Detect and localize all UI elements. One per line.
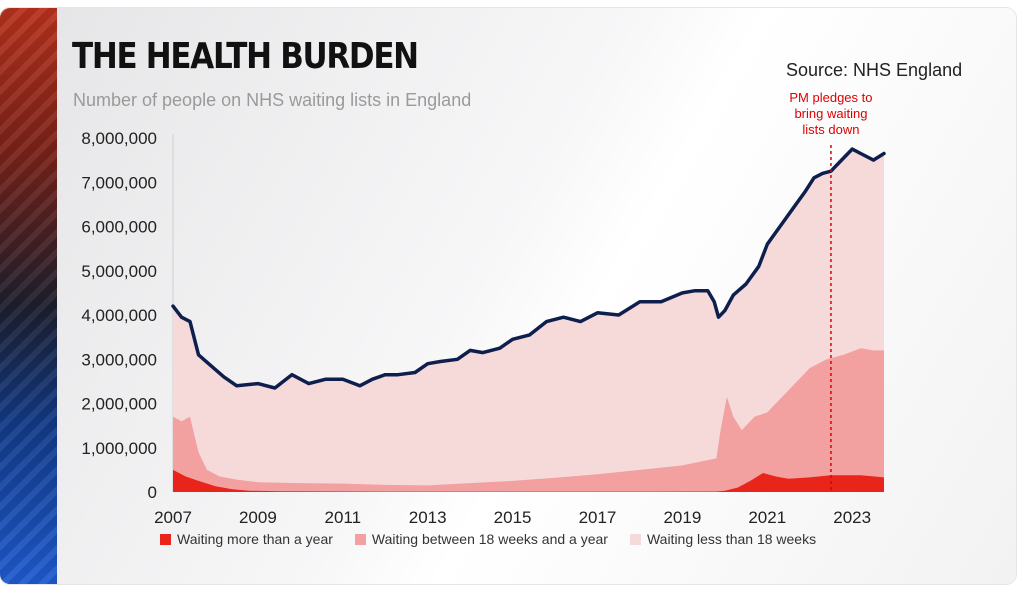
y-tick-label: 6,000,000: [81, 218, 157, 237]
x-tick-label: 2007: [154, 508, 192, 527]
legend-swatch: [629, 533, 641, 545]
y-tick-label: 5,000,000: [81, 262, 157, 281]
annotation-text: lists down: [802, 122, 859, 137]
y-tick-label: 2,000,000: [81, 395, 157, 414]
chart-subtitle: Number of people on NHS waiting lists in…: [73, 90, 472, 110]
legend-label: Waiting less than 18 weeks: [646, 531, 817, 547]
x-tick-label: 2011: [325, 508, 362, 527]
y-tick-label: 7,000,000: [81, 173, 157, 192]
total-waiting-line: [171, 147, 886, 390]
x-tick-label: 2021: [748, 508, 786, 527]
y-tick-label: 4,000,000: [81, 306, 157, 325]
y-tick-label: 1,000,000: [81, 439, 157, 458]
x-tick-label: 2023: [833, 508, 871, 527]
legend-label: Waiting more than a year: [177, 531, 333, 547]
x-tick-label: 2013: [409, 508, 447, 527]
y-tick-label: 0: [148, 483, 157, 502]
x-tick-label: 2015: [494, 508, 532, 527]
legend-swatch: [354, 533, 366, 545]
annotation-text: PM pledges to: [789, 90, 872, 105]
x-tick-label: 2009: [239, 508, 277, 527]
decorative-side-band: [0, 8, 57, 584]
chart-legend: Waiting more than a year Waiting between…: [160, 531, 816, 547]
legend-item-18wk-year: Waiting between 18 weeks and a year: [354, 531, 608, 547]
area-under-18wk: [173, 149, 884, 492]
y-tick-label: 8,000,000: [81, 129, 157, 148]
legend-item-over-year: Waiting more than a year: [160, 531, 333, 547]
annotation-text: bring waiting: [794, 106, 867, 121]
area-over-year: [173, 469, 884, 492]
x-tick-label: 2019: [663, 508, 701, 527]
y-tick-label: 3,000,000: [81, 350, 157, 369]
legend-swatch: [160, 533, 171, 545]
source-label: Source: NHS England: [786, 60, 963, 80]
x-tick-label: 2017: [579, 508, 617, 527]
legend-item-under-18wk: Waiting less than 18 weeks: [629, 531, 817, 547]
chart-title: THE HEALTH BURDEN: [72, 36, 419, 77]
legend-label: Waiting between 18 weeks and a year: [371, 531, 608, 547]
